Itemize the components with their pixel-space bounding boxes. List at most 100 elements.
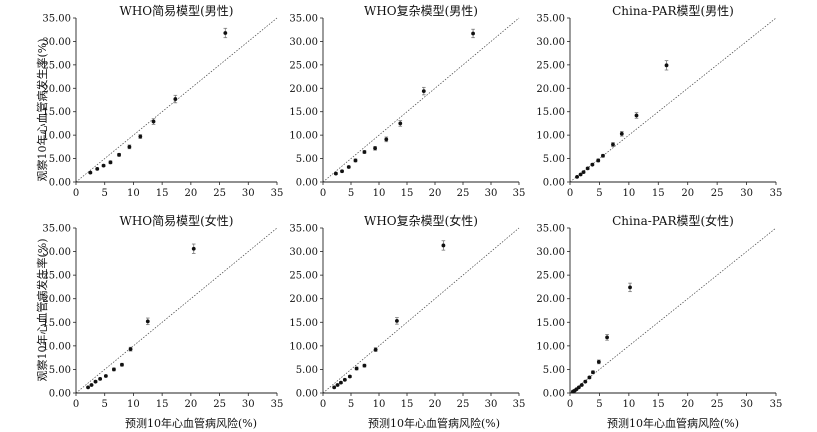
data-point <box>151 119 156 124</box>
data-point <box>362 150 367 154</box>
y-tick-label: 20.00 <box>289 84 318 95</box>
figure-xlabel-center: 预测10年心血管病风险(%) <box>368 416 500 430</box>
y-tick-label: 5.00 <box>543 365 565 376</box>
figure-ylabel-bottom: 观察10年心血管病发生率(%) <box>35 238 49 381</box>
x-tick-label: 0 <box>320 188 326 199</box>
data-point <box>145 319 150 324</box>
y-tick-label: 15.00 <box>42 318 71 329</box>
y-tick-label: 0.00 <box>49 389 71 400</box>
y-tick-label: 35.00 <box>289 224 318 235</box>
chart-panel-4: 0.00 5.00 10.00 15.00 20.00 25.00 30.00 35.00 0 5… <box>42 213 283 410</box>
x-tick-label: 35 <box>770 188 783 199</box>
y-tick-label: 10.00 <box>42 131 71 142</box>
x-tick-label: 15 <box>652 188 665 199</box>
panel-title: WHO简易模型(女性) <box>119 213 233 228</box>
y-tick-label: 30.00 <box>536 247 565 258</box>
data-point <box>579 383 584 387</box>
x-tick-label: 35 <box>513 188 526 199</box>
y-tick-label: 35.00 <box>42 14 71 25</box>
data-point <box>664 63 669 68</box>
data-point <box>601 153 605 158</box>
panel-title: WHO复杂模型(男性) <box>364 4 478 18</box>
x-tick-label: 25 <box>457 188 470 199</box>
y-tick-label: 20.00 <box>536 84 565 95</box>
y-tick-label: 30.00 <box>289 37 318 48</box>
panel-title: WHO简易模型(男性) <box>119 4 233 18</box>
y-tick-label: 35.00 <box>536 224 565 235</box>
panel-title: China-PAR模型(男性) <box>612 4 734 18</box>
data-point <box>619 131 624 136</box>
x-tick-label: 10 <box>622 399 635 410</box>
data-point <box>223 31 228 35</box>
data-point <box>353 158 358 163</box>
data-point <box>611 142 615 147</box>
y-tick-label: 25.00 <box>289 271 318 282</box>
panel-title: China-PAR模型(女性) <box>612 213 734 228</box>
data-point <box>362 363 367 368</box>
y-tick-label: 15.00 <box>289 107 318 118</box>
y-tick-label: 15.00 <box>289 318 318 329</box>
x-tick-label: 20 <box>184 188 197 199</box>
chart-panel-3: 0.00 5.00 10.00 15.00 20.00 25.00 30.00 35.00 0 5… <box>536 4 782 199</box>
panel-title: WHO复杂模型(女性) <box>364 213 478 228</box>
data-point <box>441 243 446 248</box>
x-tick-label: 30 <box>485 188 498 199</box>
data-point <box>373 146 377 151</box>
x-tick-label: 30 <box>740 188 753 199</box>
x-tick-label: 35 <box>271 399 284 410</box>
data-point <box>605 335 609 340</box>
y-tick-label: 20.00 <box>42 294 71 305</box>
x-tick-label: 15 <box>156 188 169 199</box>
x-tick-label: 20 <box>681 399 694 410</box>
x-tick-label: 5 <box>596 188 602 199</box>
y-tick-label: 35.00 <box>536 14 565 25</box>
x-tick-label: 20 <box>681 188 694 199</box>
chart-panel-6: 0.00 5.00 10.00 15.00 20.00 25.00 30.00 35.00 0 5… <box>536 213 782 410</box>
x-tick-label: 5 <box>102 399 108 410</box>
data-point <box>634 113 639 118</box>
x-tick-label: 20 <box>184 399 197 410</box>
y-tick-label: 25.00 <box>536 60 565 71</box>
x-tick-label: 35 <box>513 399 526 410</box>
x-tick-label: 30 <box>485 399 498 410</box>
y-tick-label: 25.00 <box>42 60 71 71</box>
y-tick-label: 15.00 <box>536 318 565 329</box>
data-point <box>395 318 399 323</box>
y-tick-label: 20.00 <box>42 84 71 95</box>
data-point <box>117 152 121 157</box>
data-point <box>138 134 143 139</box>
x-tick-label: 25 <box>213 399 226 410</box>
x-tick-label: 0 <box>567 188 573 199</box>
x-tick-label: 10 <box>622 188 635 199</box>
x-tick-label: 0 <box>567 399 573 410</box>
y-tick-label: 5.00 <box>49 365 71 376</box>
data-point <box>576 385 581 390</box>
data-point <box>333 171 338 176</box>
x-tick-label: 25 <box>457 399 470 410</box>
y-tick-label: 30.00 <box>42 247 71 258</box>
data-point <box>346 165 351 169</box>
reference-line <box>322 227 520 394</box>
data-point <box>120 362 124 367</box>
y-tick-label: 30.00 <box>42 37 71 48</box>
x-tick-label: 0 <box>73 399 79 410</box>
data-point <box>596 158 601 163</box>
data-point <box>342 377 347 382</box>
y-tick-label: 0.00 <box>296 178 318 189</box>
data-point <box>88 170 93 175</box>
data-point <box>596 359 601 364</box>
x-tick-label: 25 <box>711 399 724 410</box>
y-tick-label: 25.00 <box>42 271 71 282</box>
x-tick-label: 0 <box>320 399 326 410</box>
y-tick-label: 0.00 <box>49 178 71 189</box>
data-point <box>591 370 595 375</box>
chart-panel-5: 0.00 5.00 10.00 15.00 20.00 25.00 30.00 35.00 0 5… <box>289 213 525 410</box>
y-tick-label: 35.00 <box>289 14 318 25</box>
reference-line <box>569 17 777 183</box>
y-tick-label: 25.00 <box>536 271 565 282</box>
x-tick-label: 10 <box>373 399 386 410</box>
x-tick-label: 20 <box>429 399 442 410</box>
data-point <box>86 385 90 390</box>
data-point <box>127 144 132 149</box>
